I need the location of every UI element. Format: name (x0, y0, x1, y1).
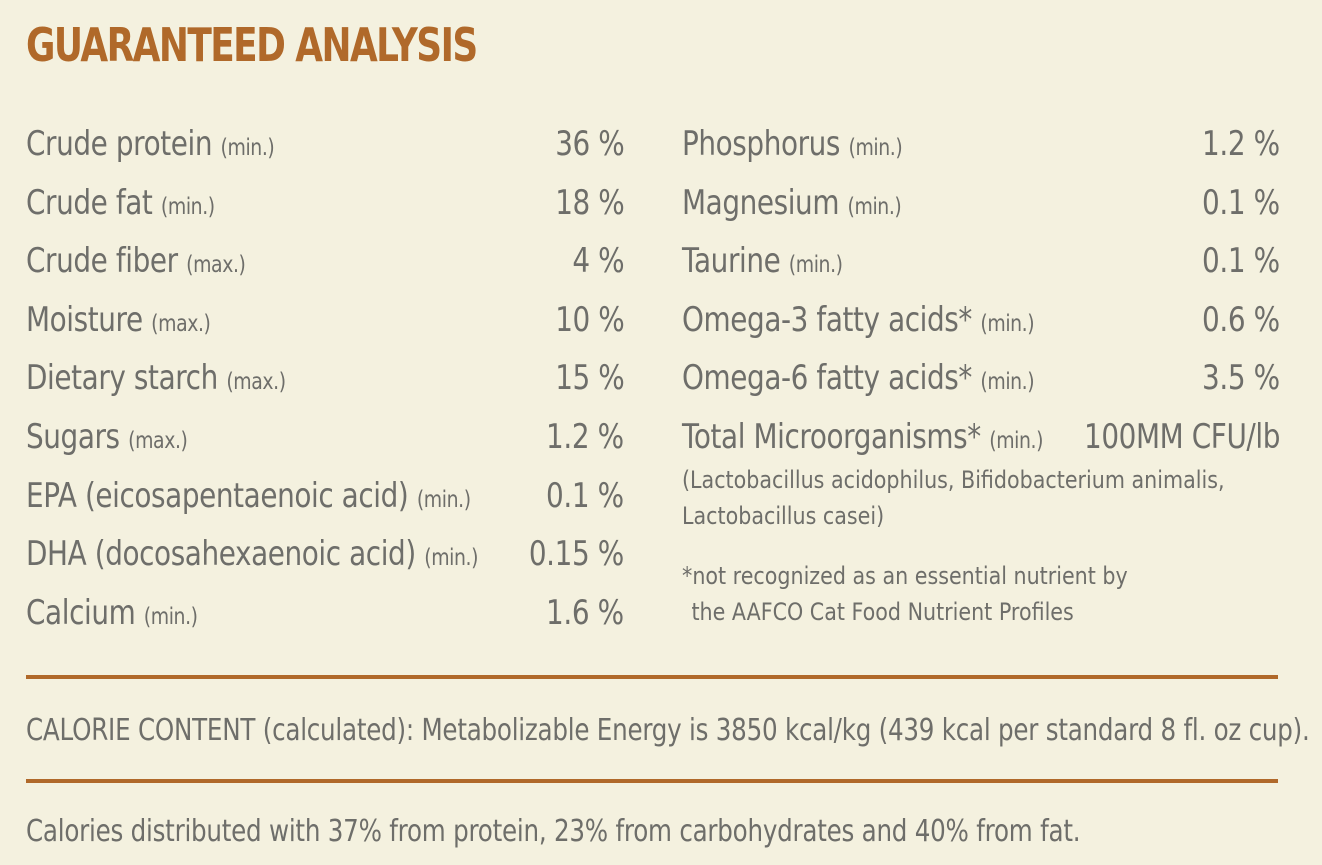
nutrient-row: Omega-6 fatty acids* (min.) 3.5 % (682, 352, 1280, 411)
nutrient-qualifier: (min.) (220, 135, 275, 161)
nutrient-qualifier: (max.) (186, 252, 246, 279)
nutrient-qualifier: (max.) (151, 310, 211, 337)
calorie-distribution-statement: Calories distributed with 37% from prote… (26, 814, 1081, 849)
probiotic-line: (Lactobacillus acidophilus, Bifidobacter… (682, 465, 1225, 494)
nutrient-value: 4 % (572, 241, 624, 282)
nutrient-value: 0.6 % (1202, 299, 1280, 340)
footnote: *not recognized as an essential nutrient… (682, 558, 1284, 630)
nutrient-name: Dietary starch (26, 358, 218, 399)
nutrient-row: Moisture (max.) 10 % (26, 294, 624, 353)
nutrient-name: Magnesium (682, 182, 840, 223)
nutrient-name: DHA (docosahexaenoic acid) (26, 534, 416, 575)
nutrient-qualifier: (min.) (788, 252, 843, 279)
analysis-right-column: Phosphorus (min.) 1.2 % Magnesium (min.)… (682, 118, 1280, 630)
probiotic-strains: (Lactobacillus acidophilus, Bifidobacter… (682, 462, 1284, 534)
nutrient-name: Total Microorganisms* (682, 416, 981, 457)
nutrient-qualifier: (min.) (160, 193, 215, 220)
nutrient-name: Sugars (26, 416, 120, 457)
nutrient-qualifier: (min.) (424, 545, 479, 572)
footnote-line: *not recognized as an essential nutrient… (682, 561, 1128, 590)
nutrient-value: 3.5 % (1202, 358, 1280, 399)
nutrient-row: Crude fat (min.) 18 % (26, 177, 624, 236)
nutrient-row: Crude protein (min.) 36 % (26, 118, 624, 177)
nutrient-value: 0.1 % (1202, 241, 1280, 282)
nutrient-qualifier: (min.) (980, 310, 1035, 337)
nutrient-name: Omega-3 fatty acids* (682, 299, 972, 340)
nutrient-name: Taurine (682, 241, 781, 282)
footnote-line: the AAFCO Cat Food Nutrient Profiles (691, 597, 1074, 626)
nutrient-value: 36 % (554, 124, 625, 164)
nutrient-row: Crude fiber (max.) 4 % (26, 235, 624, 294)
nutrient-qualifier: (min.) (847, 193, 902, 220)
nutrient-qualifier: (min.) (989, 427, 1044, 454)
nutrient-row: Sugars (max.) 1.2 % (26, 411, 624, 470)
nutrient-value: 10 % (554, 299, 625, 340)
nutrient-row: DHA (docosahexaenoic acid) (min.) 0.15 % (26, 528, 624, 587)
nutrient-value: 0.1 % (1202, 182, 1280, 223)
nutrient-value: 1.2 % (546, 416, 624, 457)
divider (26, 779, 1278, 783)
nutrient-name: Crude protein (26, 124, 213, 164)
nutrient-row: Omega-3 fatty acids* (min.) 0.6 % (682, 294, 1280, 353)
nutrient-row: Dietary starch (max.) 15 % (26, 352, 624, 411)
nutrient-value: 0.15 % (529, 534, 624, 575)
nutrient-name: Crude fiber (26, 241, 178, 282)
nutrient-value: 1.6 % (546, 592, 624, 633)
nutrient-qualifier: (min.) (848, 135, 903, 161)
nutrient-row: Magnesium (min.) 0.1 % (682, 177, 1280, 236)
nutrient-name: Phosphorus (682, 124, 841, 164)
nutrient-row: Phosphorus (min.) 1.2 % (682, 118, 1280, 177)
nutrient-row: Taurine (min.) 0.1 % (682, 235, 1280, 294)
nutrient-value: 0.1 % (546, 475, 624, 516)
nutrient-qualifier: (min.) (416, 486, 471, 513)
probiotic-line: Lactobacillus casei) (682, 501, 885, 530)
nutrient-name: Calcium (26, 592, 136, 633)
nutrient-qualifier: (min.) (143, 603, 198, 630)
nutrient-name: EPA (eicosapentaenoic acid) (26, 475, 409, 516)
calorie-content-statement: CALORIE CONTENT (calculated): Metaboliza… (26, 713, 1310, 748)
divider (26, 675, 1278, 679)
nutrient-row: Calcium (min.) 1.6 % (26, 587, 624, 646)
nutrient-value: 15 % (554, 358, 625, 399)
nutrient-name: Moisture (26, 299, 143, 340)
nutrient-value: 1.2 % (1202, 124, 1280, 164)
nutrient-name: Crude fat (26, 182, 153, 223)
nutrient-value: 100MM CFU/lb (1083, 416, 1280, 457)
nutrient-row: EPA (eicosapentaenoic acid) (min.) 0.1 % (26, 470, 624, 529)
page-title: GUARANTEED ANALYSIS (26, 18, 478, 72)
nutrient-value: 18 % (554, 182, 625, 223)
analysis-left-column: Crude protein (min.) 36 % Crude fat (min… (26, 118, 624, 645)
nutrient-qualifier: (max.) (226, 369, 286, 396)
nutrient-qualifier: (min.) (980, 369, 1035, 396)
nutrient-row: Total Microorganisms* (min.) 100MM CFU/l… (682, 411, 1280, 470)
nutrient-name: Omega-6 fatty acids* (682, 358, 972, 399)
nutrient-qualifier: (max.) (128, 427, 188, 454)
